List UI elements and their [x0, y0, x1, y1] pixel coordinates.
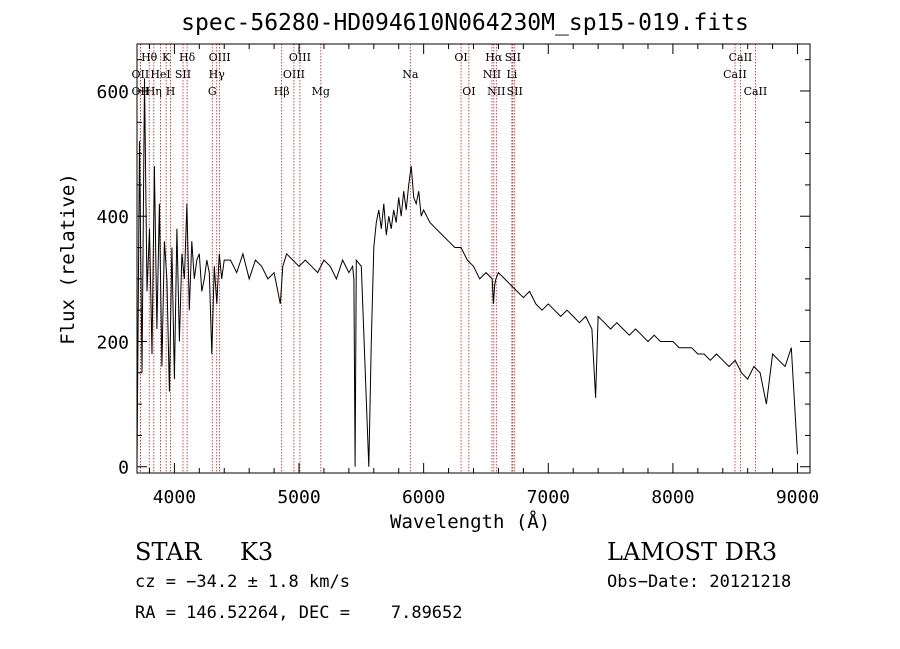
y-tick-label: 600 — [96, 82, 129, 103]
spectral-marker-label: Mg — [312, 85, 330, 98]
y-tick-label: 200 — [96, 332, 129, 353]
spectral-marker-label: Hη — [146, 85, 162, 98]
spectral-marker-label: CaII — [744, 85, 768, 98]
observation-date: Obs−Date: 20121218 — [607, 572, 792, 592]
spectral-marker-label: OI — [462, 85, 475, 98]
x-tick-label: 8000 — [651, 487, 694, 508]
spectral-marker-label: Hγ — [209, 68, 226, 81]
spectral-marker-label: Na — [402, 68, 419, 81]
spectral-marker-label: NII — [487, 85, 505, 98]
x-axis-ticks: 4000 5000 6000 7000 8000 9000 — [148, 44, 819, 508]
y-tick-label: 0 — [118, 458, 129, 479]
x-axis-label: Wavelength (Å) — [390, 511, 551, 533]
spectral-marker-label: NII — [483, 68, 501, 81]
spectral-marker-label: H — [166, 85, 176, 98]
chart-title: spec-56280-HD094610N064230M_sp15-019.fit… — [181, 10, 749, 36]
spectral-marker-label: OIII — [209, 51, 231, 64]
plot-frame — [136, 43, 811, 474]
y-axis-label: Flux (relative) — [57, 173, 79, 345]
spectral-marker-label: Li — [506, 68, 517, 81]
spectral-marker-label: CaII — [729, 51, 753, 64]
spectral-marker-label: CaII — [723, 68, 747, 81]
ra-dec-coordinates: RA = 146.52264, DEC = 7.89652 — [135, 603, 463, 623]
flux-series-line — [136, 78, 798, 467]
spectral-marker-label: OIII — [289, 51, 311, 64]
spectral-marker-label: Hδ — [179, 51, 196, 64]
spectral-marker-label: OIII — [283, 68, 305, 81]
y-axis-ticks: 0 200 400 600 — [96, 59, 810, 479]
spectral-marker-label: Hθ — [141, 51, 158, 64]
spectral-marker-label: K — [162, 51, 171, 64]
object-class: STAR — [135, 538, 202, 566]
spectral-marker-label: Hβ — [274, 85, 290, 98]
x-tick-label: 5000 — [277, 487, 320, 508]
x-tick-label: 9000 — [776, 487, 819, 508]
spectral-marker-label: SII — [507, 85, 523, 98]
x-tick-label: 6000 — [402, 487, 445, 508]
redshift-cz: cz = −34.2 ± 1.8 km/s — [135, 572, 350, 592]
spectral-marker-label: OI — [454, 51, 467, 64]
spectral-marker-label: G — [208, 85, 217, 98]
y-tick-label: 400 — [96, 207, 129, 228]
spectral-marker-label: HeI — [150, 68, 170, 81]
object-subclass: K3 — [240, 538, 274, 566]
spectral-line-markers — [139, 44, 756, 473]
x-tick-label: 7000 — [527, 487, 570, 508]
spectral-marker-label: Hα — [485, 51, 503, 64]
spectral-marker-label: SII — [175, 68, 191, 81]
spectral-marker-label: SII — [505, 51, 521, 64]
spectral-marker-label: OII — [132, 68, 150, 81]
x-tick-label: 4000 — [153, 487, 196, 508]
survey-name: LAMOST DR3 — [607, 538, 778, 566]
